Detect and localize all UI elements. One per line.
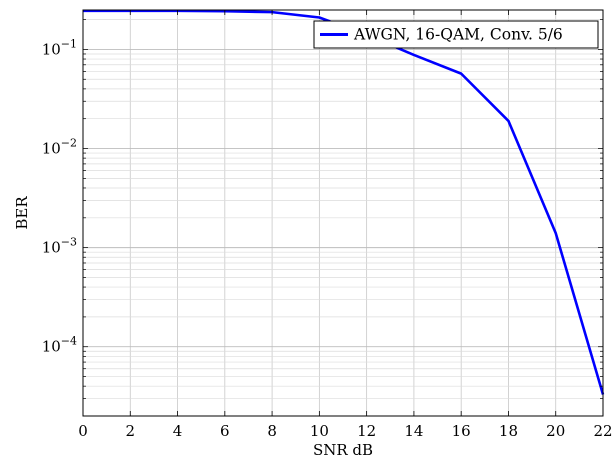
y-tick-label: 10−3 xyxy=(42,236,77,257)
y-tick-label-base: 10 xyxy=(42,40,61,58)
x-tick-label: 6 xyxy=(220,422,230,440)
legend-box xyxy=(313,20,599,49)
y-tick-label-exponent: −2 xyxy=(61,137,77,150)
y-axis-label: BER xyxy=(13,196,31,230)
x-tick-label: 10 xyxy=(310,422,329,440)
y-tick-label: 10−4 xyxy=(42,335,77,356)
x-tick-label: 16 xyxy=(452,422,471,440)
plot-frame xyxy=(82,9,604,417)
x-tick-label: 22 xyxy=(593,422,612,440)
legend: AWGN, 16-QAM, Conv. 5/6 xyxy=(313,20,599,49)
grid xyxy=(82,10,604,417)
x-tick-label: 0 xyxy=(78,422,88,440)
y-tick-label-base: 10 xyxy=(42,140,61,158)
x-tick-label: 20 xyxy=(546,422,565,440)
y-tick-label-exponent: −1 xyxy=(61,37,77,50)
y-tick-label-exponent: −4 xyxy=(61,335,77,348)
y-tick-label: 10−2 xyxy=(42,137,77,158)
x-tick-label: 14 xyxy=(404,422,423,440)
x-axis-label: SNR dB xyxy=(313,441,373,459)
x-tick-label: 18 xyxy=(499,422,518,440)
y-tick-label-base: 10 xyxy=(42,239,61,257)
x-tick-label: 4 xyxy=(173,422,183,440)
x-tick-label: 2 xyxy=(125,422,135,440)
x-tick-label: 8 xyxy=(267,422,277,440)
y-tick-label-base: 10 xyxy=(42,338,61,356)
legend-entry-label: AWGN, 16-QAM, Conv. 5/6 xyxy=(353,26,563,44)
y-tick-label: 10−1 xyxy=(42,37,77,58)
series-layer xyxy=(82,9,605,395)
y-tick-label-exponent: −3 xyxy=(61,236,77,249)
x-tick-label: 12 xyxy=(357,422,376,440)
series-line xyxy=(83,9,605,395)
